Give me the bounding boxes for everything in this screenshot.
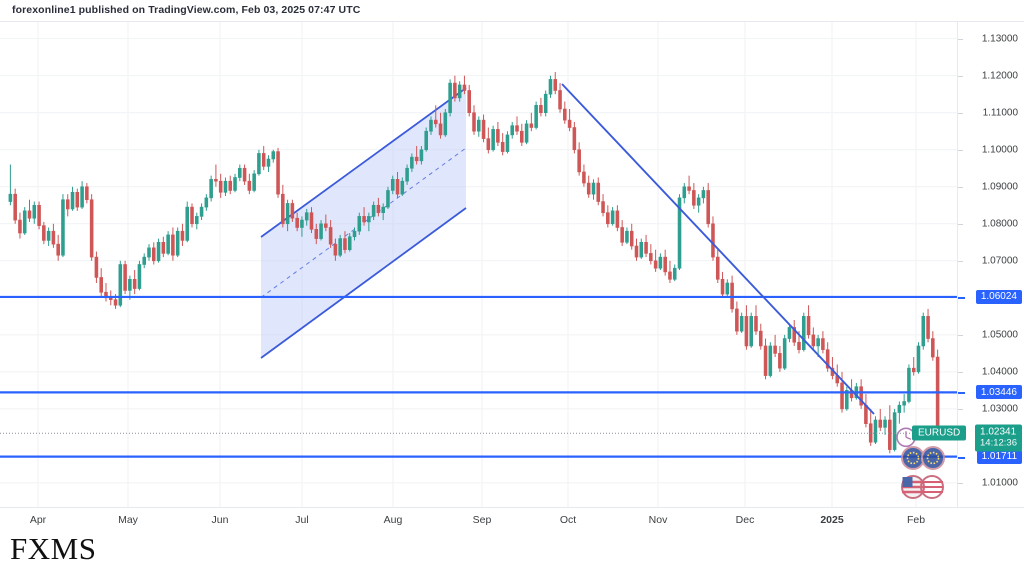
level-tick-mark bbox=[958, 392, 965, 395]
price-tick-mark bbox=[958, 408, 963, 410]
eu-flag-icon bbox=[921, 446, 945, 470]
price-tick-label: 1.07000 bbox=[981, 255, 1018, 267]
price-tick-mark bbox=[958, 112, 963, 114]
price-tick-label: 1.11000 bbox=[982, 107, 1018, 119]
candles bbox=[8, 71, 940, 454]
time-tick-label: 2025 bbox=[820, 514, 844, 526]
price-level-pill[interactable]: 1.01711 bbox=[976, 449, 1022, 464]
price-tick-mark bbox=[958, 223, 963, 225]
candlestick-canvas bbox=[0, 22, 957, 507]
price-tick-mark bbox=[958, 260, 963, 262]
price-tick-mark bbox=[958, 334, 963, 336]
price-tick-label: 1.08000 bbox=[981, 218, 1018, 230]
price-tick-label: 1.13000 bbox=[981, 33, 1018, 45]
last-price-pill[interactable]: 1.02341 14:12:36 bbox=[975, 424, 1022, 452]
time-axis[interactable]: Apr May Jun Jul Aug Sep Oct Nov Dec 2025 Feb bbox=[0, 507, 1024, 534]
price-tick-label: 1.04000 bbox=[981, 366, 1018, 378]
price-tick-mark bbox=[958, 371, 963, 373]
price-level-pill[interactable]: 1.03446 bbox=[975, 385, 1022, 400]
time-tick-label: Sep bbox=[472, 514, 492, 526]
time-tick-label: Oct bbox=[559, 514, 577, 526]
last-price-countdown: 14:12:36 bbox=[980, 437, 1017, 449]
time-tick-label: Feb bbox=[906, 514, 926, 526]
time-tick-label: Apr bbox=[29, 514, 47, 526]
fxms-watermark: FXMS bbox=[10, 531, 97, 566]
time-tick-label: Nov bbox=[648, 514, 668, 526]
eu-flag-icon bbox=[920, 475, 944, 499]
currency-flag-icons bbox=[901, 446, 945, 499]
level-tick-mark bbox=[958, 456, 965, 459]
time-tick-label: Dec bbox=[735, 514, 755, 526]
price-tick-label: 1.05000 bbox=[981, 329, 1018, 341]
price-level-pill[interactable]: 1.06024 bbox=[975, 289, 1022, 304]
price-tick-mark bbox=[958, 75, 963, 77]
us-flag-icon bbox=[901, 475, 925, 499]
eu-flag-icon bbox=[901, 446, 925, 470]
ascending-channel-drawing[interactable] bbox=[260, 87, 467, 359]
time-tick-label: May bbox=[118, 514, 138, 526]
price-tick-label: 1.03000 bbox=[981, 403, 1018, 415]
price-tick-label: 1.01000 bbox=[981, 477, 1018, 489]
horizontal-level-lines[interactable] bbox=[0, 295, 957, 458]
price-tick-mark bbox=[958, 482, 963, 484]
publisher-divider bbox=[0, 21, 1024, 22]
time-tick-label: Jun bbox=[211, 514, 229, 526]
chart-plot-area[interactable] bbox=[0, 22, 957, 507]
price-tick-label: 1.12000 bbox=[981, 70, 1018, 82]
price-tick-label: 1.10000 bbox=[981, 144, 1018, 156]
price-tick-mark bbox=[958, 149, 963, 151]
publisher-text: forexonline1 published on TradingView.co… bbox=[12, 4, 361, 16]
publisher-bar: forexonline1 published on TradingView.co… bbox=[0, 0, 1024, 22]
price-tick-label: 1.09000 bbox=[981, 181, 1018, 193]
time-tick-label: Jul bbox=[295, 514, 309, 526]
bottom-strip: FXMS bbox=[0, 531, 1024, 566]
last-price-value: 1.02341 bbox=[980, 426, 1017, 438]
level-tick-mark bbox=[958, 296, 965, 299]
time-tick-label: Aug bbox=[383, 514, 403, 526]
price-tick-mark bbox=[958, 186, 963, 188]
symbol-last-price-tag[interactable]: EURUSD bbox=[912, 425, 967, 441]
price-tick-mark bbox=[958, 38, 963, 40]
price-axis[interactable]: 1.13000 1.12000 1.11000 1.10000 1.09000 1.080… bbox=[957, 22, 1024, 507]
descending-trendline[interactable] bbox=[561, 83, 875, 415]
